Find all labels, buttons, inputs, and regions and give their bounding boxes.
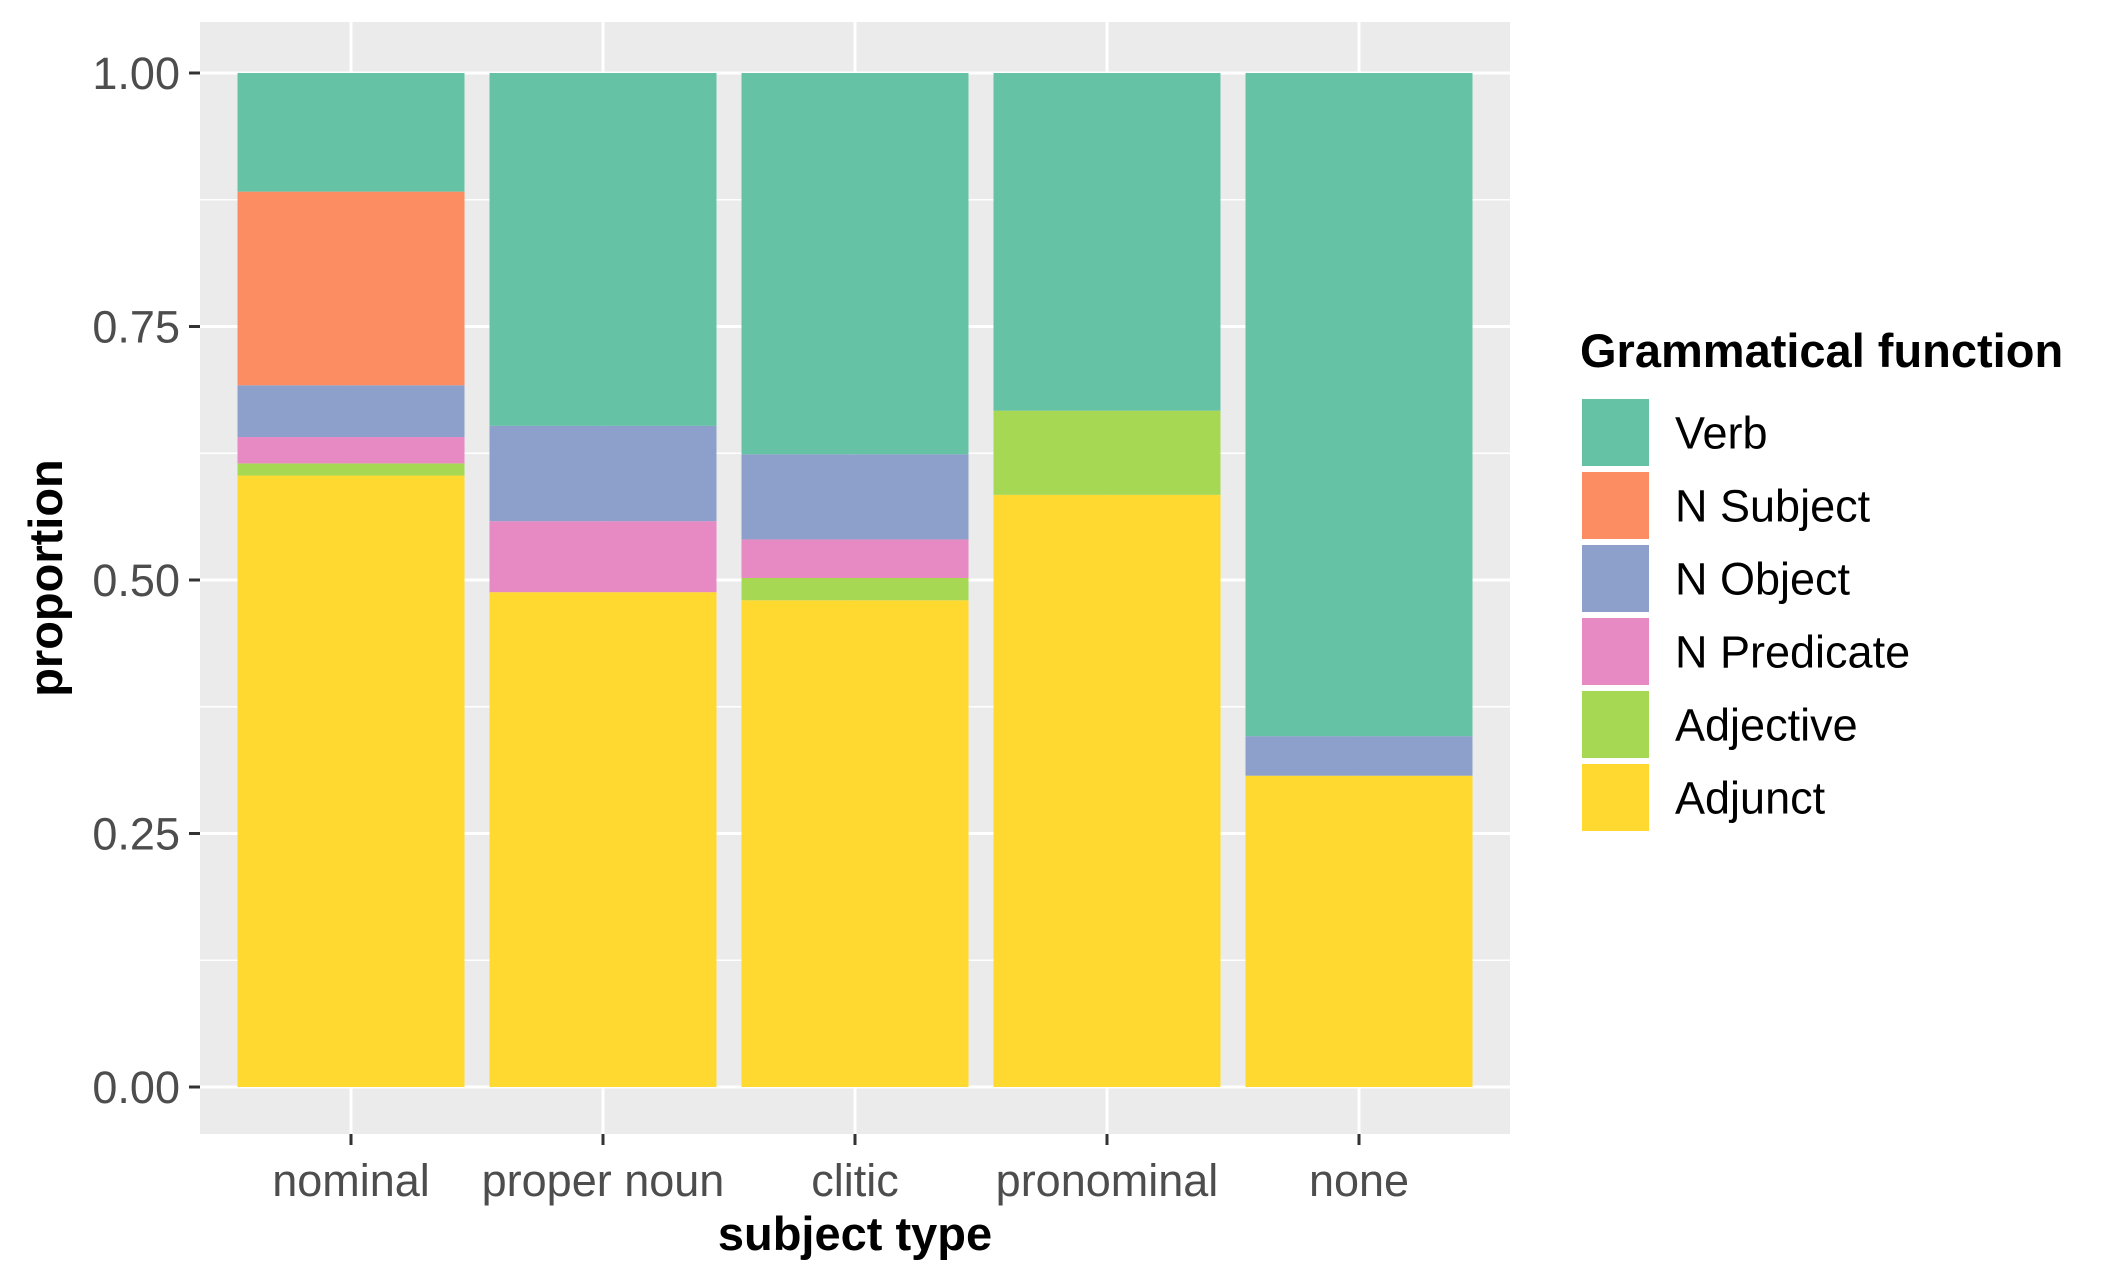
y-tick-label: 1.00 (92, 48, 180, 99)
x-tick-label: nominal (272, 1155, 430, 1206)
x-tick-label: clitic (811, 1155, 899, 1206)
legend-key (1580, 762, 1651, 833)
legend-key (1580, 616, 1651, 687)
legend-label: Adjunct (1675, 773, 1826, 824)
legend-label: N Predicate (1675, 627, 1910, 678)
bar-segment-adjunct (237, 475, 465, 1088)
bars (237, 73, 1473, 1088)
x-axis: nominal proper noun clitic pronominal none (272, 1134, 1409, 1206)
bar-segment-n-object (237, 385, 465, 438)
x-tick-label: pronominal (996, 1155, 1219, 1206)
bar-segment-verb (237, 73, 465, 192)
bar-segment-adjective (237, 463, 465, 476)
bar-segment-adjunct (741, 600, 969, 1087)
x-tick-label: none (1309, 1155, 1409, 1206)
bar-segment-n-predicate (237, 437, 465, 464)
bar-segment-n-object (1245, 736, 1473, 776)
bar-segment-n-predicate (489, 521, 717, 593)
legend-title: Grammatical function (1580, 324, 2063, 377)
bar-segment-adjective (741, 577, 969, 601)
legend-label: N Subject (1675, 481, 1871, 532)
legend-key (1580, 543, 1651, 614)
y-axis-title: proportion (19, 459, 72, 697)
bar-segment-n-object (489, 425, 717, 522)
bar-segment-verb (1245, 73, 1473, 737)
legend-key (1580, 470, 1651, 541)
legend-label: Verb (1675, 408, 1768, 459)
x-tick-label: proper noun (482, 1155, 725, 1206)
legend-key (1580, 397, 1651, 468)
bar-segment-adjunct (993, 494, 1221, 1088)
y-tick-label: 0.00 (92, 1062, 180, 1113)
bar-segment-n-subject (237, 191, 465, 386)
legend-label: Adjective (1675, 700, 1858, 751)
bar-segment-n-predicate (741, 539, 969, 578)
bar-segment-verb (741, 73, 969, 455)
y-axis: 0.00 0.25 0.50 0.75 1.00 (92, 48, 200, 1113)
bar-segment-n-object (741, 454, 969, 540)
legend-label: N Object (1675, 554, 1851, 605)
y-tick-label: 0.25 (92, 809, 180, 860)
bar-segment-verb (993, 73, 1221, 411)
y-tick-label: 0.50 (92, 555, 180, 606)
legend: Grammatical function Verb N Subject N Obje… (1580, 324, 2063, 833)
bar-segment-adjunct (489, 592, 717, 1087)
bar-segment-adjective (993, 410, 1221, 495)
y-tick-label: 0.75 (92, 302, 180, 353)
legend-key (1580, 689, 1651, 760)
bar-segment-adjunct (1245, 775, 1473, 1087)
bar-segment-verb (489, 73, 717, 426)
x-axis-title: subject type (718, 1207, 992, 1260)
